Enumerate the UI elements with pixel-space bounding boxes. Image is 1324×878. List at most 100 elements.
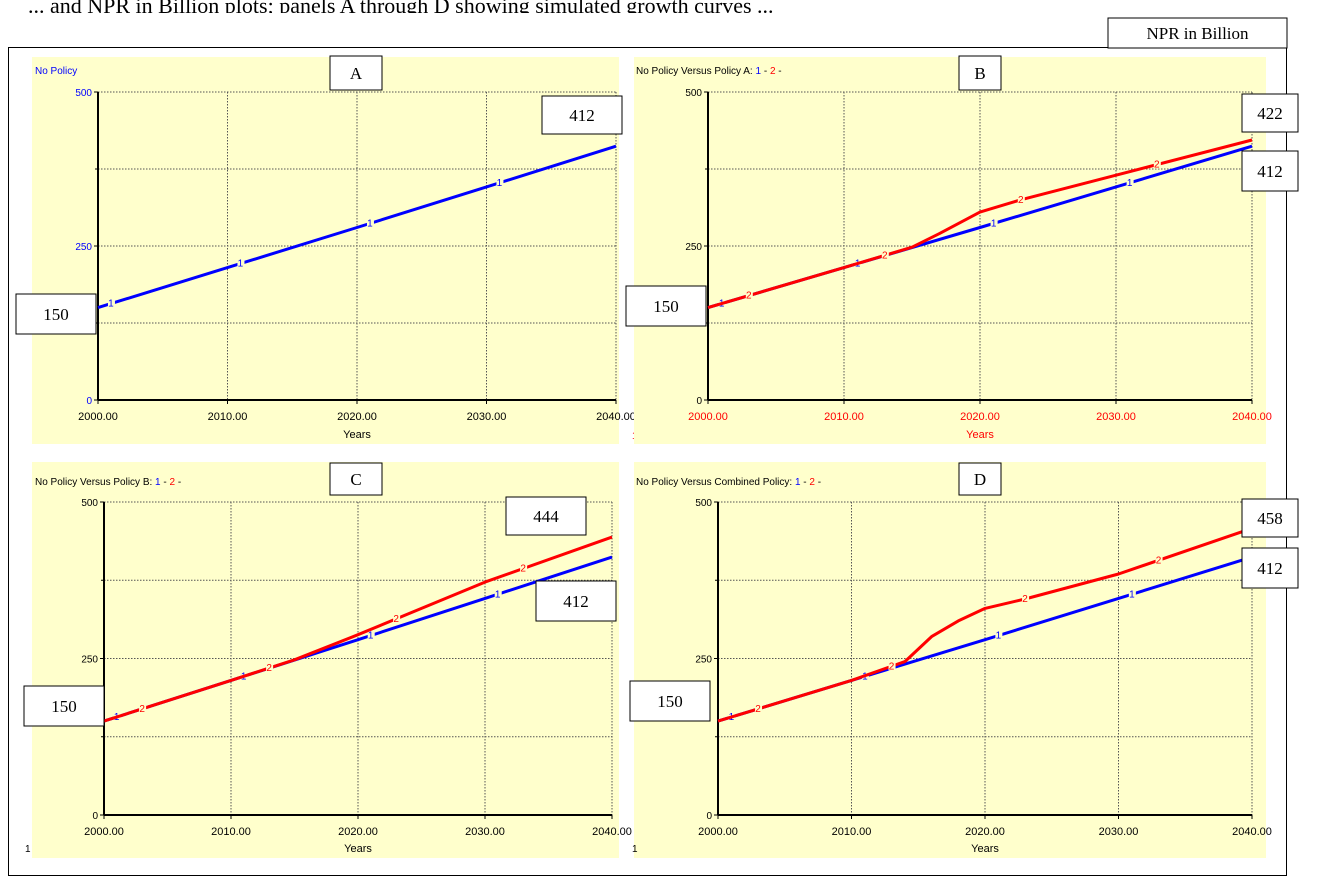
value-callout: 150 bbox=[629, 680, 711, 722]
x-axis-label: Years bbox=[966, 429, 994, 441]
series-marker-bg bbox=[496, 176, 504, 187]
series-marker-bg bbox=[237, 257, 245, 268]
panel-title-part: 1 bbox=[155, 477, 161, 488]
panel-title: No Policy Versus Policy A: 1 - 2 - bbox=[636, 66, 782, 77]
series-line bbox=[707, 138, 1253, 310]
series-marker: 2 bbox=[889, 661, 895, 672]
series-marker-bg bbox=[520, 562, 528, 573]
panel-a: 0 250 500 2000.00 2010.00 2020.00 2030.00 2040.… bbox=[32, 55, 638, 444]
x-tick-label: 2040.00 bbox=[592, 826, 632, 838]
y-tick-label: 500 bbox=[75, 88, 92, 99]
panel-title-part: 2 bbox=[770, 66, 776, 77]
x-tick-label: 2000.00 bbox=[698, 826, 738, 838]
panel-background bbox=[634, 57, 1266, 444]
series-marker: 1 bbox=[495, 589, 501, 600]
footer-mark: 1 bbox=[632, 844, 638, 855]
x-tick-label: 2010.00 bbox=[832, 826, 872, 838]
value-callout-border bbox=[541, 95, 623, 135]
series-marker: 2 bbox=[1156, 555, 1162, 566]
panel-title-part: - bbox=[801, 477, 810, 488]
panel-title-part: 1 bbox=[756, 66, 762, 77]
series-marker: 2 bbox=[266, 663, 272, 674]
y-tick-label: 250 bbox=[695, 655, 712, 666]
series-marker: 1 bbox=[108, 299, 114, 310]
value-callout-border bbox=[629, 680, 711, 722]
series-2: 2 2 2 2 bbox=[103, 535, 613, 723]
series-marker-bg bbox=[1155, 554, 1163, 565]
y-tick-label: 0 bbox=[696, 396, 702, 407]
panel-title-part: 2 bbox=[809, 477, 815, 488]
series-marker: 2 bbox=[746, 291, 752, 302]
value-callout: 412 bbox=[535, 580, 617, 622]
series-marker-bg bbox=[266, 662, 274, 673]
series-marker: 2 bbox=[1022, 594, 1028, 605]
value-callout: 458 bbox=[1241, 498, 1299, 538]
x-tick-label: 2030.00 bbox=[1099, 826, 1139, 838]
y-tick-label: 500 bbox=[695, 498, 712, 509]
panel-d: 0 250 500 2000.00 2010.00 2020.00 2030.00 2040.… bbox=[632, 462, 1272, 858]
panel-title-part: No Policy Versus Policy A: bbox=[636, 66, 756, 77]
series-marker: 2 bbox=[1154, 160, 1160, 171]
panel-label-text: D bbox=[974, 470, 986, 489]
panel-title: No Policy Versus Policy B: 1 - 2 - bbox=[35, 477, 181, 488]
unit-label-box-border bbox=[1107, 17, 1288, 49]
x-tick-label: 2020.00 bbox=[337, 411, 377, 423]
panel-title-part: No Policy Versus Combined Policy: bbox=[636, 477, 795, 488]
value-callout: 412 bbox=[541, 95, 623, 135]
x-tick-label: 2030.00 bbox=[465, 826, 505, 838]
x-tick-label: 2040.00 bbox=[1232, 411, 1272, 423]
value-callout-text: 150 bbox=[43, 305, 69, 324]
series-marker-bg bbox=[995, 629, 1003, 640]
series-marker: 2 bbox=[520, 564, 526, 575]
series-marker-bg bbox=[107, 297, 115, 308]
value-callout-text: 412 bbox=[569, 106, 595, 125]
series-marker-bg bbox=[393, 612, 401, 623]
panel-label-text: B bbox=[974, 64, 985, 83]
y-tick-label: 250 bbox=[685, 242, 702, 253]
x-tick-label: 2040.00 bbox=[596, 411, 636, 423]
y-tick-label: 500 bbox=[81, 498, 98, 509]
grid-lines bbox=[98, 91, 617, 400]
series-marker-bg bbox=[745, 289, 753, 300]
value-callout-border bbox=[23, 685, 105, 727]
value-callout: 444 bbox=[505, 496, 587, 536]
series-marker: 1 bbox=[367, 218, 373, 229]
panel-title-part: - bbox=[161, 477, 170, 488]
footer-mark: 1 bbox=[25, 844, 31, 855]
value-callout: 150 bbox=[23, 685, 105, 727]
series-2: 2 2 2 2 bbox=[707, 138, 1253, 310]
series-line bbox=[97, 144, 617, 310]
series-marker: 2 bbox=[139, 704, 145, 715]
series-marker-bg bbox=[139, 702, 147, 713]
value-callout-border bbox=[1241, 150, 1299, 192]
panel-label-b: B bbox=[958, 55, 1002, 91]
series-marker-bg bbox=[888, 660, 896, 671]
series-line bbox=[103, 535, 613, 723]
panel-label-text: A bbox=[350, 64, 363, 83]
value-callout: 412 bbox=[1241, 547, 1299, 589]
panel-title-part: - bbox=[175, 477, 181, 488]
x-axis-label: Years bbox=[343, 429, 371, 441]
unit-label-box-text: NPR in Billion bbox=[1146, 24, 1249, 43]
panel-title-part: 1 bbox=[795, 477, 801, 488]
y-tick-label: 500 bbox=[685, 88, 702, 99]
x-tick-label: 2040.00 bbox=[1232, 826, 1272, 838]
value-callout-border bbox=[1241, 547, 1299, 589]
series-marker-bg bbox=[366, 217, 374, 228]
x-tick-label: 2020.00 bbox=[960, 411, 1000, 423]
series-marker-bg bbox=[1126, 176, 1134, 187]
panel-title-part: - bbox=[776, 66, 782, 77]
y-tick-label: 0 bbox=[86, 396, 92, 407]
panel-title-part: No Policy Versus Policy B: bbox=[35, 477, 155, 488]
panel-title-part: No Policy bbox=[35, 66, 77, 77]
value-callout-border bbox=[505, 496, 587, 536]
series-marker-bg bbox=[1128, 588, 1136, 599]
series-marker-bg bbox=[755, 702, 763, 713]
value-callout: 150 bbox=[15, 293, 97, 335]
panel-label-border bbox=[329, 462, 383, 496]
panel-label-text: C bbox=[350, 470, 361, 489]
value-callout-border bbox=[535, 580, 617, 622]
series-marker: 1 bbox=[1127, 178, 1133, 189]
series-marker-bg bbox=[367, 629, 375, 640]
